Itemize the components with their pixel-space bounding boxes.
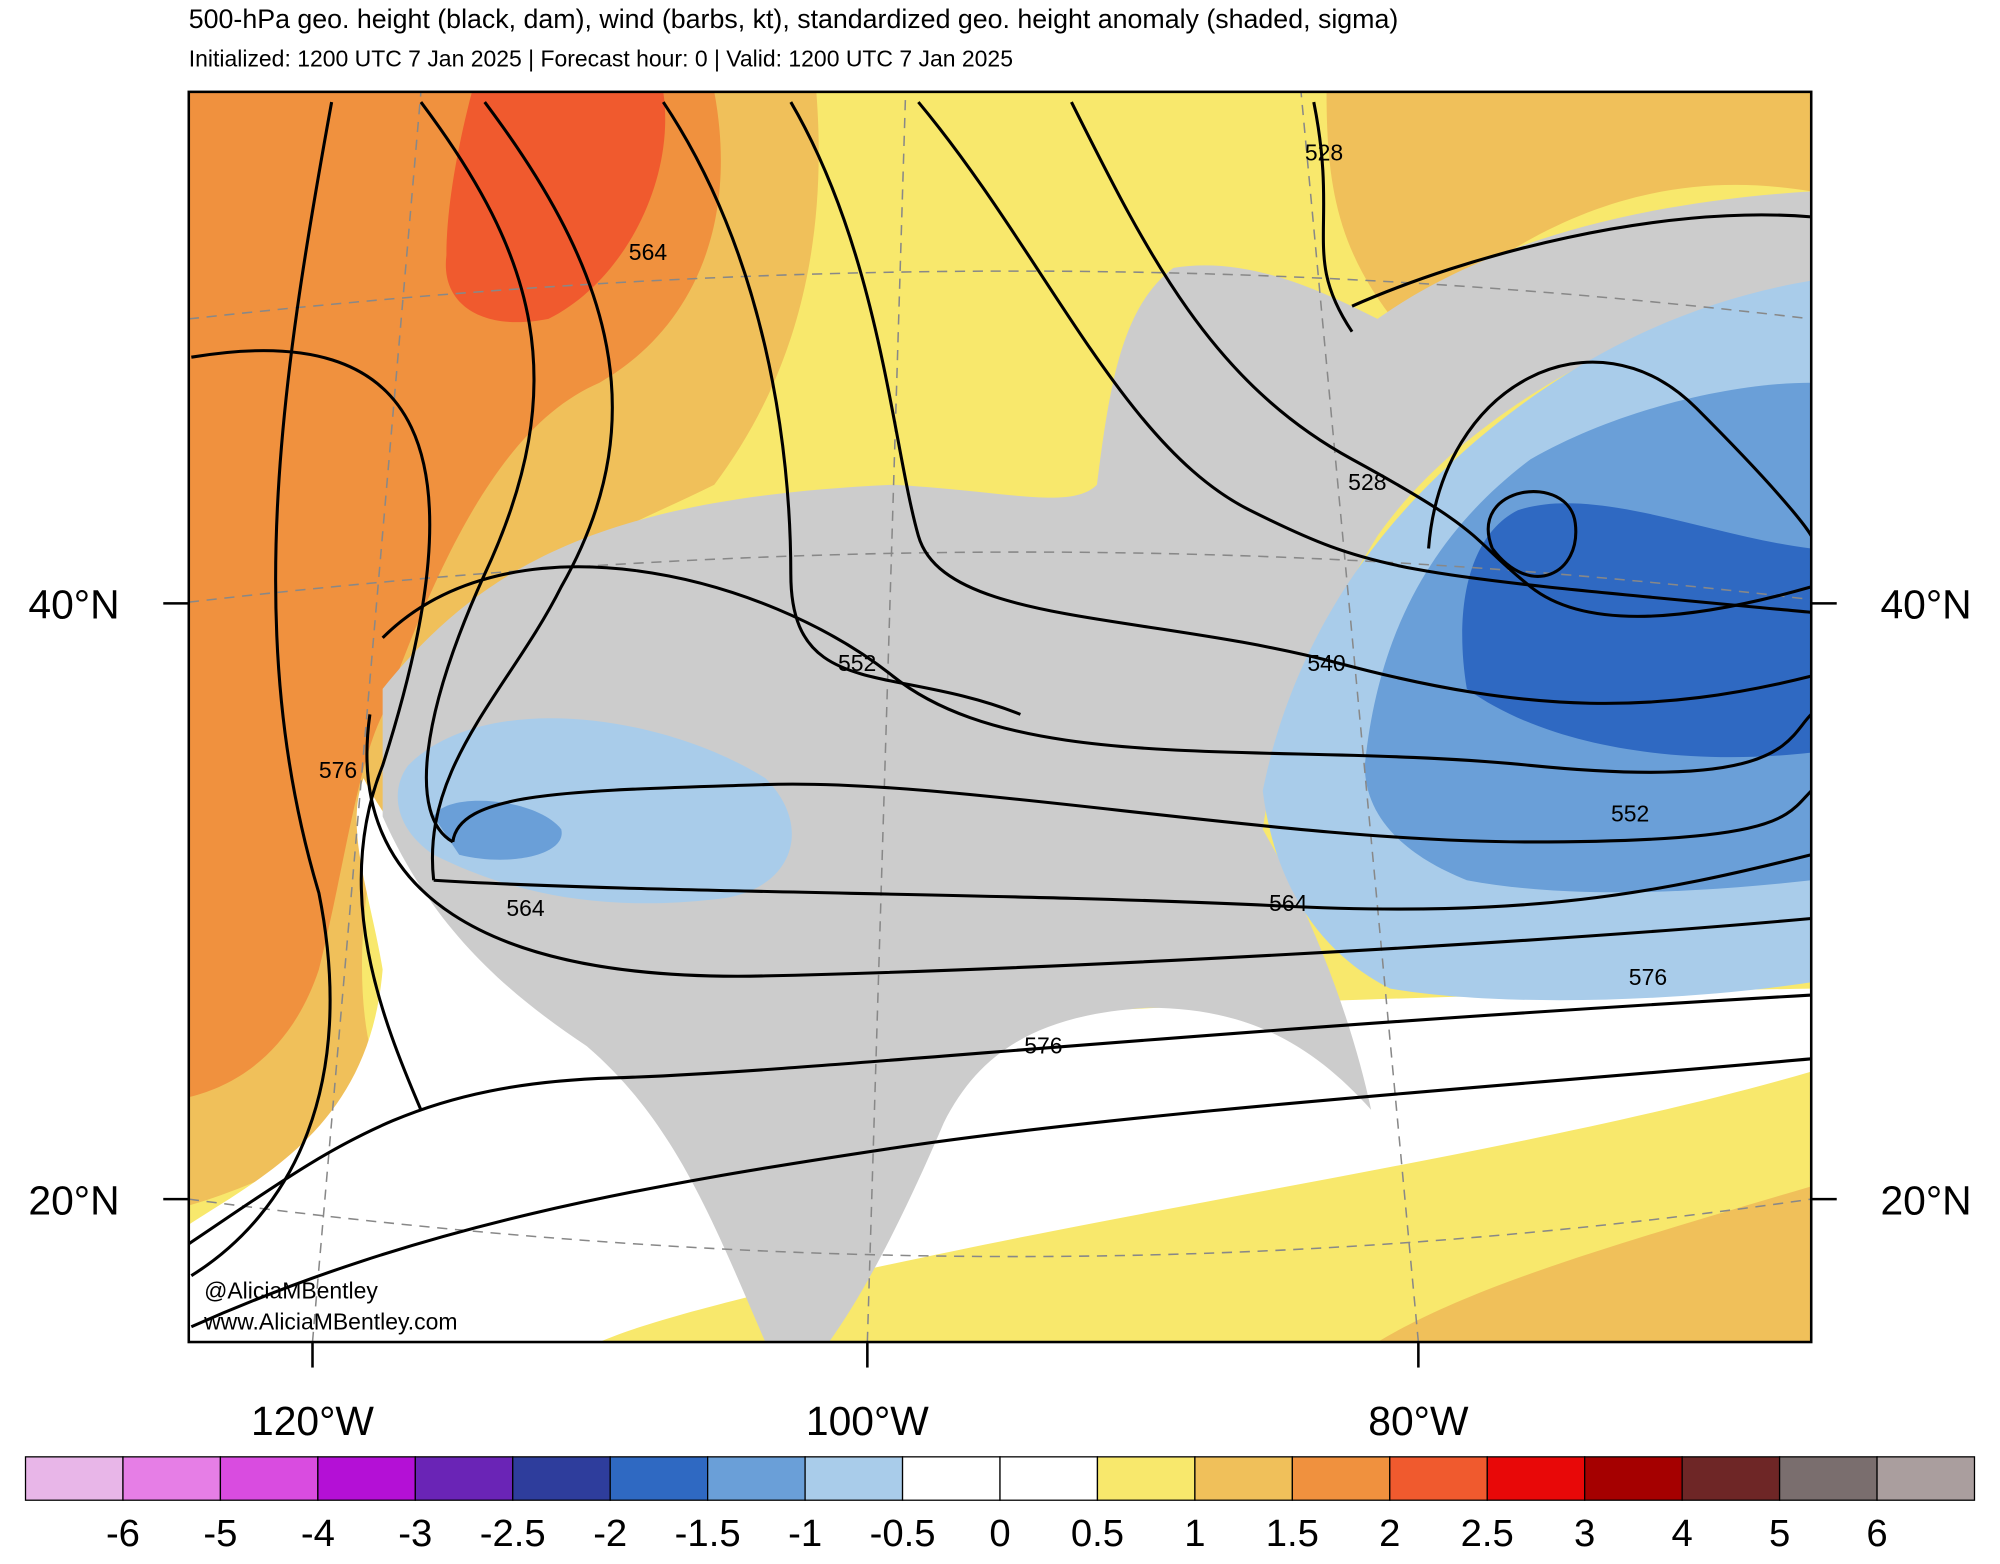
contour-label: 564 [629,239,668,265]
contour-line [1070,101,1812,618]
colorbar-swatch [707,1456,806,1501]
anomaly-region [382,191,1812,1343]
contour-line [433,853,1812,911]
colorbar-label: 1.5 [1266,1512,1319,1555]
lon-label: 100°W [806,1398,929,1444]
contour-label: 564 [506,895,545,921]
contour-label: 528 [1348,469,1386,495]
colorbar-swatch [1389,1456,1488,1501]
colorbar-swatch [1876,1456,1976,1501]
colorbar-swatch [219,1456,319,1501]
colorbar-label: 2.5 [1461,1512,1514,1555]
contour-line [661,101,1021,716]
contour-label: 552 [1611,801,1649,827]
colorbar-label: -1 [788,1512,822,1555]
graticule [188,91,1812,1343]
lat-label: 20°N [28,1177,119,1223]
credit: www.AliciaMBentley.com [203,1308,457,1334]
title: 500-hPa geo. height (black, dam), wind (… [189,4,1398,34]
lat-label: 40°N [28,582,119,628]
colorbar-swatch [317,1456,416,1501]
colorbar-swatch [414,1456,514,1501]
height-contours: 564 528 528 552 540 576 552 564 564 576 576 [188,101,1812,1329]
graticule-line [866,91,907,1343]
anomaly-region [1326,91,1812,332]
contour-line [1312,101,1354,333]
colorbar-label: 5 [1769,1512,1790,1555]
colorbar-label: 4 [1672,1512,1693,1555]
contour-label: 564 [1269,890,1308,916]
map-frame [187,90,1813,1344]
colorbar-swatch [1096,1456,1196,1501]
colorbar-label: 1 [1184,1512,1205,1555]
colorbar-swatch [24,1456,124,1501]
colorbar-swatch [1194,1456,1293,1501]
contour-line [451,782,1812,844]
graticule-line [188,270,1812,320]
colorbar-label: 0.5 [1071,1512,1124,1555]
anomaly-shading [188,91,1812,1343]
contour-line [381,565,1812,774]
graticule-line [188,551,1812,603]
colorbar-swatch [901,1456,1001,1501]
colorbar-swatch [1584,1456,1683,1501]
contour-line [1427,360,1812,549]
lat-label: 20°N [1880,1177,1971,1223]
contour-line [190,1057,1812,1329]
colorbar-swatch [609,1456,709,1501]
graticule-line [188,1198,1812,1258]
colorbar-label: -1.5 [675,1512,741,1555]
contour-line [190,101,334,1277]
colorbar-label: 0 [989,1512,1010,1555]
colorbar-label: 2 [1379,1512,1400,1555]
colorbar-swatch [1778,1456,1878,1501]
contour-line [1351,213,1812,308]
graticule-line [311,91,422,1343]
anomaly-region [1377,1186,1812,1343]
colorbar-label: -6 [106,1512,140,1555]
colorbar-label: -3 [398,1512,432,1555]
contour-label: 552 [838,650,876,676]
contour-line [789,101,1812,705]
contour-line [1486,490,1578,578]
colorbar-swatch [804,1456,904,1501]
colorbar-swatch [122,1456,222,1501]
colorbar-label: -5 [203,1512,237,1555]
colorbar-label: -2.5 [480,1512,546,1555]
subtitle: Initialized: 1200 UTC 7 Jan 2025 | Forec… [189,45,1013,71]
anomaly-region [188,91,721,1098]
contour-line [419,101,536,844]
colorbar-swatch [1681,1456,1781,1501]
colorbar-swatch [999,1456,1099,1501]
colorbar-label: -0.5 [870,1512,936,1555]
lon-label: 80°W [1368,1398,1469,1444]
contour-line [191,349,432,1111]
contour-label: 576 [1629,964,1667,990]
anomaly-region [433,800,562,860]
contour-label: 528 [1305,140,1343,166]
contour-label: 540 [1307,650,1345,676]
credit: @AliciaMBentley [204,1278,378,1304]
lon-label: 120°W [251,1398,374,1444]
graticule-line [1300,91,1420,1343]
colorbar-label: -4 [301,1512,335,1555]
contour-line [365,714,1812,978]
contour-line [188,993,1812,1246]
colorbar-label: 3 [1574,1512,1595,1555]
colorbar-swatch [1486,1456,1586,1501]
colorbar-label: -2 [593,1512,627,1555]
contour-label: 576 [319,757,357,783]
colorbar-swatch [1291,1456,1391,1501]
contour-label: 576 [1024,1033,1062,1059]
colorbar-swatch [512,1456,611,1501]
lat-label: 40°N [1880,582,1971,628]
contour-line [430,101,614,881]
colorbar-label: 6 [1866,1512,1887,1555]
